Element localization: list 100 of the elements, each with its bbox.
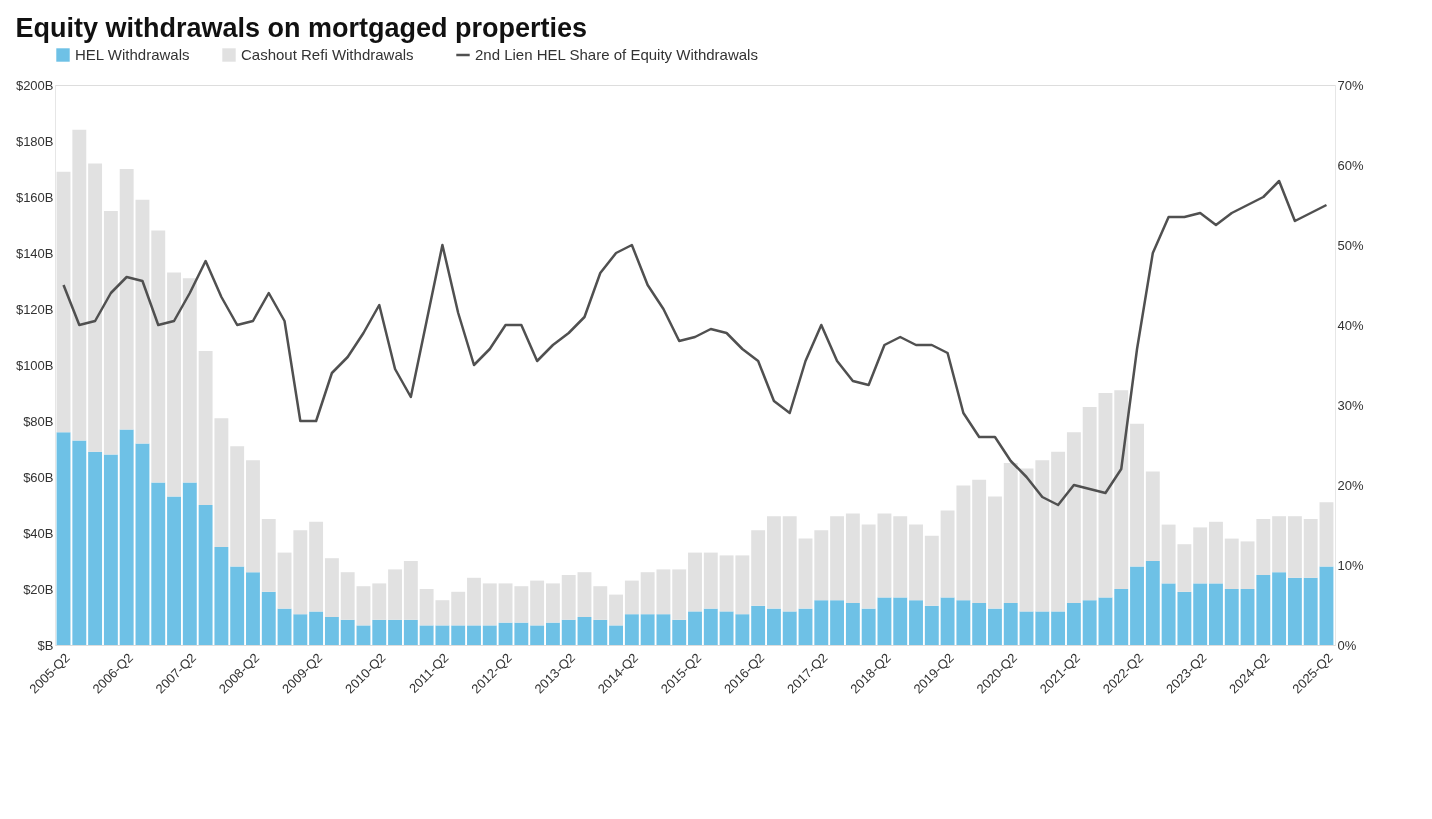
bar	[451, 625, 466, 645]
bar	[1051, 611, 1066, 645]
bar	[103, 211, 118, 455]
bar	[593, 586, 608, 620]
bar	[593, 619, 608, 645]
bar	[167, 272, 181, 497]
bar	[135, 443, 150, 645]
y-tick-label: $80B	[23, 413, 54, 429]
bar	[1272, 516, 1287, 573]
bar	[845, 513, 860, 603]
bar	[356, 586, 371, 626]
bar	[309, 521, 324, 612]
bar	[688, 552, 702, 612]
bar	[577, 572, 592, 617]
bar	[1209, 521, 1223, 584]
bar	[1098, 597, 1113, 645]
bar	[151, 482, 166, 645]
bar	[1256, 519, 1271, 575]
bar	[403, 619, 418, 645]
bar	[972, 603, 987, 645]
bar	[1035, 460, 1050, 612]
bar	[1193, 583, 1208, 645]
bar	[340, 619, 355, 645]
bar	[246, 460, 260, 573]
bar	[1019, 468, 1034, 612]
bar	[893, 597, 908, 645]
bar	[1256, 575, 1271, 645]
bar	[167, 496, 181, 645]
bar	[1319, 566, 1334, 645]
y-tick-label: $200B	[15, 77, 54, 93]
bar	[1240, 541, 1255, 589]
y-tick-label: $180B	[15, 133, 54, 149]
y-tick-label: $20B	[23, 581, 54, 597]
bar	[182, 278, 197, 483]
bar	[561, 619, 576, 645]
bar	[845, 603, 860, 645]
bar	[482, 583, 497, 626]
bar	[672, 619, 687, 645]
bar	[924, 605, 939, 645]
bar	[782, 516, 797, 612]
bar	[451, 591, 466, 626]
bar	[1035, 611, 1050, 645]
bar	[893, 516, 908, 598]
bar	[909, 600, 923, 645]
bar	[88, 163, 103, 452]
bar	[814, 530, 829, 601]
bar	[609, 594, 624, 626]
bar	[545, 583, 560, 623]
bar	[324, 558, 339, 617]
y-tick-label: $160B	[15, 189, 54, 205]
bar	[182, 482, 197, 645]
bar	[798, 608, 813, 645]
y2-tick-label: 60%	[1337, 157, 1364, 173]
bar	[972, 479, 987, 603]
bar	[1287, 577, 1302, 645]
bar	[230, 446, 245, 567]
y2-tick-label: 10%	[1337, 557, 1364, 573]
bar	[277, 552, 292, 609]
bar	[1145, 561, 1160, 645]
bar	[261, 519, 276, 592]
bar	[230, 566, 245, 645]
bar	[1303, 577, 1318, 645]
bar	[119, 429, 134, 645]
bar	[1098, 393, 1113, 598]
legend-label: 2nd Lien HEL Share of Equity Withdrawals	[475, 46, 758, 63]
bar	[672, 569, 687, 620]
y-tick-label: $100B	[15, 357, 54, 373]
bar	[782, 611, 797, 645]
bar	[88, 451, 103, 645]
bar	[1114, 589, 1129, 645]
bar	[530, 580, 545, 626]
bar	[924, 535, 939, 606]
bar	[798, 538, 813, 609]
bar	[1272, 572, 1287, 645]
bar	[830, 516, 845, 601]
bar	[1303, 519, 1318, 578]
chart-title: Equity withdrawals on mortgaged properties	[15, 13, 587, 43]
bar	[1224, 538, 1239, 589]
bar	[309, 611, 324, 645]
bar	[530, 625, 545, 645]
y-tick-label: $B	[37, 637, 54, 653]
bar	[151, 230, 166, 483]
bar	[1114, 390, 1129, 589]
bar	[340, 572, 355, 620]
bar	[1287, 516, 1302, 578]
bar	[751, 605, 766, 645]
bar	[545, 622, 560, 645]
bar	[988, 496, 1002, 609]
line-series	[62, 179, 1328, 507]
bar	[688, 611, 702, 645]
y2-tick-label: 30%	[1337, 397, 1364, 413]
y2-tick-label: 20%	[1337, 477, 1364, 493]
bar	[1066, 432, 1081, 603]
bar	[1193, 527, 1208, 584]
bar	[561, 575, 576, 620]
bar	[1145, 471, 1160, 561]
bar	[1019, 611, 1034, 645]
bar	[72, 440, 87, 645]
y2-tick-label: 50%	[1337, 237, 1364, 253]
bar	[388, 569, 402, 620]
